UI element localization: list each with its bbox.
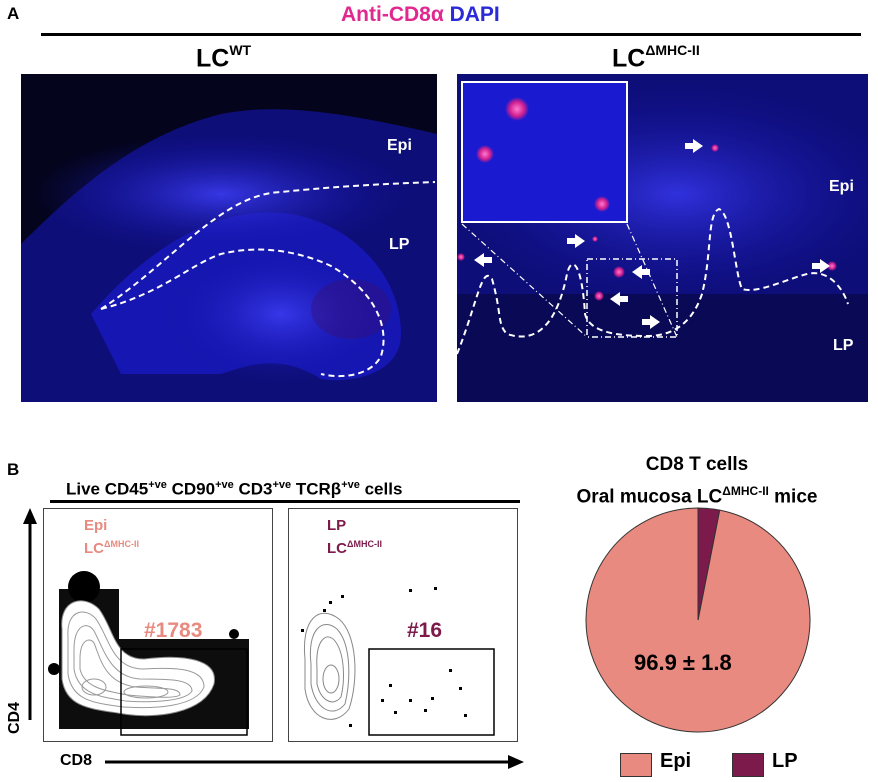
pie-legend: Epi LP <box>620 750 870 780</box>
flow-plot-epi-label: Epi LCΔMHC-II <box>84 517 139 557</box>
micrograph-lc-dmhc: Epi LP <box>457 74 868 402</box>
pie-chart <box>585 507 811 733</box>
gating-title: Live CD45+ve CD90+ve CD3+ve TCRβ+ve cell… <box>66 479 403 499</box>
region-label-epi-right: Epi <box>829 178 854 195</box>
region-label-lp-left: LP <box>389 236 410 253</box>
dapi-label: DAPI <box>449 3 500 26</box>
panel-b-divider <box>50 500 520 503</box>
flow-plot-lp: LP LCΔMHC-II #16 <box>288 508 518 742</box>
legend-label-lp: LP <box>772 750 798 772</box>
flow-plot-lp-label: LP LCΔMHC-II <box>327 517 382 557</box>
micrograph-lc-dmhc-svg <box>457 74 868 402</box>
flow-plot-epi: Epi LCΔMHC-II #1783 <box>43 508 273 742</box>
arrow-icons <box>474 139 830 329</box>
image-label-lc-dmhc: LCΔMHC-II <box>612 42 700 73</box>
flow-plot-epi-count: #1783 <box>144 619 203 642</box>
panel-letter-b: B <box>7 460 20 479</box>
flow-plot-lp-count: #16 <box>407 619 443 642</box>
pie-value-label: 96.9 ± 1.8 <box>634 650 732 675</box>
pie-title: CD8 T cells Oral mucosa LCΔMHC-II mice <box>576 454 818 508</box>
y-axis-label: CD4 <box>6 701 23 734</box>
x-axis-label: CD8 <box>60 752 93 769</box>
legend-label-epi: Epi <box>660 750 692 772</box>
flow-axes <box>23 508 524 769</box>
legend-swatch-epi <box>620 753 652 777</box>
pie-slice-lp <box>697 507 721 621</box>
micrograph-lc-wt-svg <box>21 109 437 402</box>
panel-a-divider <box>41 33 861 36</box>
image-label-lc-wt: LCWT <box>196 42 252 73</box>
panel-letter-a: A <box>7 4 20 23</box>
panel-a-title: Anti-CD8α DAPI <box>341 3 500 27</box>
region-label-epi-left: Epi <box>387 137 412 154</box>
flow-plot-lp-svg <box>301 587 495 736</box>
flow-plot-epi-svg <box>48 571 249 736</box>
micrograph-lc-wt: Epi LP <box>21 74 437 402</box>
legend-swatch-lp <box>732 753 764 777</box>
anti-cd8-label: Anti-CD8α <box>341 3 444 26</box>
region-label-lp-right: LP <box>833 337 854 354</box>
